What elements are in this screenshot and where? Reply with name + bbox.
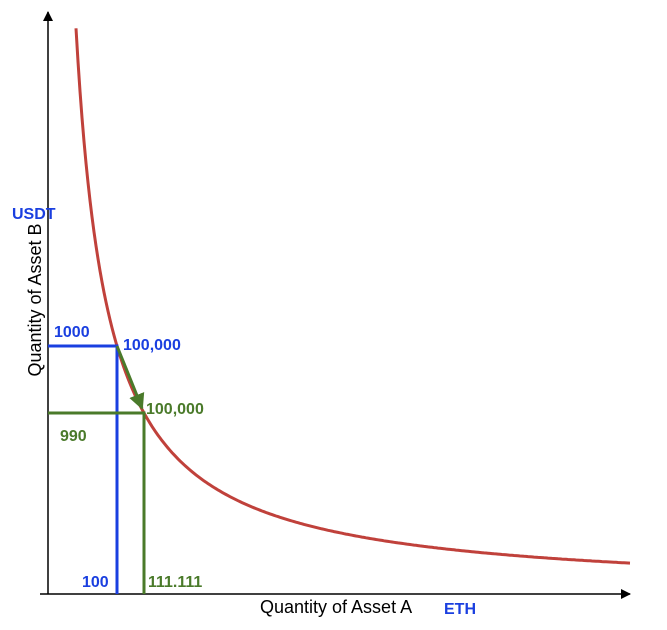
y-value-label: 990 — [60, 428, 87, 445]
x-value-label: 111.111 — [148, 574, 202, 591]
move-arrow — [115, 345, 145, 410]
curve — [74, 28, 631, 565]
y-value-label: 1000 — [54, 324, 90, 341]
x-unit: ETH — [444, 601, 476, 618]
y-label: Quantity of Asset B — [25, 223, 45, 376]
product-label: 100,000 — [146, 401, 204, 418]
point-guide — [48, 411, 146, 594]
x-value-label: 100 — [82, 574, 109, 591]
x-label: Quantity of Asset A — [260, 597, 412, 617]
y-unit: USDT — [12, 206, 56, 223]
point-guide — [48, 344, 119, 594]
product-label: 100,000 — [123, 337, 181, 354]
